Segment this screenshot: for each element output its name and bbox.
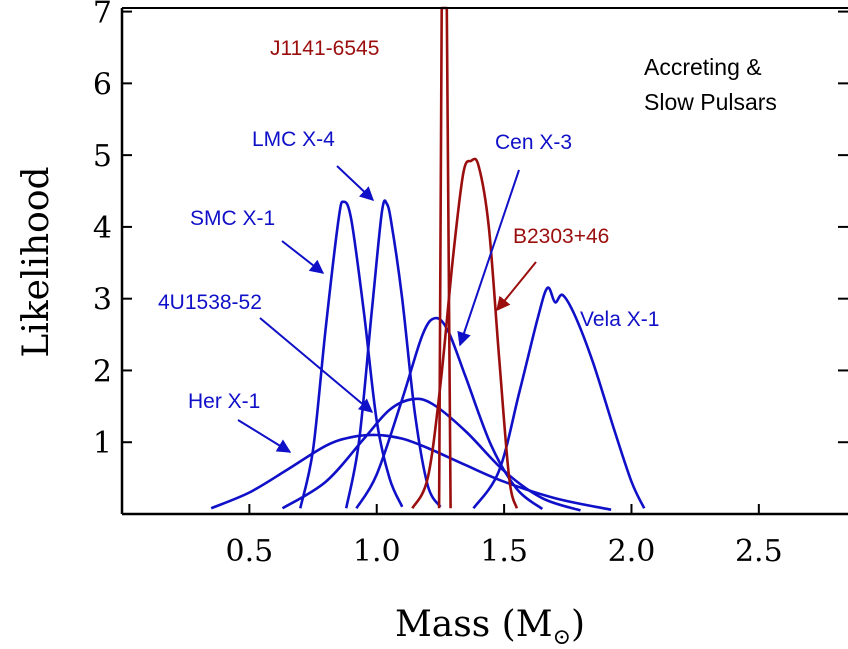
label-her-x1: Her X-1: [188, 390, 260, 413]
curve-her-x-1: [210, 433, 612, 511]
curve-vela-x-1: [472, 286, 646, 510]
x-tick-label: 0.5: [226, 534, 274, 569]
y-tick-label: 6: [93, 67, 112, 102]
y-tick-label: 5: [93, 139, 112, 174]
x-axis-title-close: ): [571, 604, 585, 645]
arrow-smc-x1: [281, 240, 325, 274]
arrow-cen-x3: [457, 169, 520, 347]
label-cen-x3: Cen X-3: [495, 131, 572, 154]
label-vela-x1: Vela X-1: [580, 308, 659, 331]
x-axis-title-main: Mass (M: [395, 604, 553, 645]
annotation-line-1: Accreting &: [644, 54, 762, 80]
y-axis-title: Likelihood: [16, 166, 57, 357]
y-ticks: 1 2 3 4 5 6 7: [93, 0, 848, 461]
series-labels: J1141-6545 LMC X-4 Cen X-3 SMC X-1 B2303…: [158, 37, 659, 413]
label-j1141: J1141-6545: [270, 37, 379, 60]
label-b2303: B2303+46: [513, 225, 609, 248]
y-tick-label: 1: [93, 426, 112, 461]
y-tick-label: 4: [93, 211, 112, 246]
arrow-lmc-x4: [336, 165, 375, 201]
y-tick-label: 2: [93, 354, 112, 389]
y-tick-label: 3: [93, 283, 112, 318]
x-tick-label: 2.0: [608, 534, 656, 569]
x-axis-title-sub: ⊙: [553, 625, 571, 649]
x-tick-label: 2.5: [735, 534, 783, 569]
curve-b2303-46: [411, 157, 519, 509]
curve-4u1538-52: [281, 397, 581, 512]
curve-lmc-x-4: [344, 199, 442, 509]
arrow-4u1538: [259, 317, 374, 413]
axes: [120, 7, 848, 516]
arrow-b2303: [496, 261, 537, 312]
label-lmc-x4: LMC X-4: [252, 128, 335, 151]
x-axis-title: Mass (M⊙): [395, 604, 585, 649]
curve-smc-x-1: [299, 200, 404, 509]
x-ticks: 0.5 1.0 1.5 2.0 2.5: [226, 504, 783, 569]
label-arrows: [237, 165, 537, 453]
x-tick-label: 1.0: [353, 534, 401, 569]
curve-j1141-6545: [437, 6, 452, 509]
y-tick-label: 7: [93, 0, 112, 31]
annotation: Accreting & Slow Pulsars: [644, 54, 777, 115]
series-curves: [210, 6, 646, 512]
label-4u1538: 4U1538-52: [158, 291, 262, 314]
label-smc-x1: SMC X-1: [190, 207, 275, 230]
annotation-line-2: Slow Pulsars: [644, 89, 777, 115]
arrow-her-x1: [237, 419, 292, 453]
x-tick-label: 1.5: [480, 534, 528, 569]
